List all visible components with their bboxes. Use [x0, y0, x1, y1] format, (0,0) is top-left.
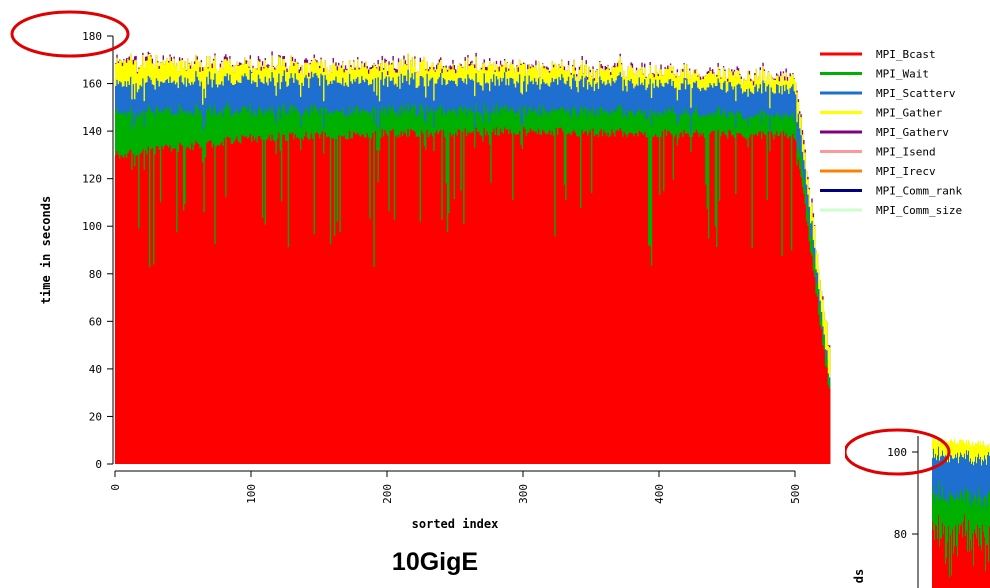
inset-chart: 80 100 ds [845, 428, 990, 588]
y-tick-label: 120 [82, 173, 102, 186]
inset-max-highlight-circle [845, 428, 951, 476]
inset-area [932, 514, 990, 588]
y-tick-label: 40 [89, 363, 102, 376]
inset-ticks: 80 100 [887, 446, 918, 541]
legend-label: MPI_Scatterv [876, 87, 956, 100]
y-tick-label: 0 [95, 458, 102, 471]
area-mpi-bcast [115, 126, 831, 464]
inset-y-tick-label: 100 [887, 446, 907, 459]
legend-label: MPI_Isend [876, 146, 936, 159]
legend-label: MPI_Gather [876, 107, 943, 120]
y-tick-label: 160 [82, 78, 102, 91]
legend-label: MPI_Bcast [876, 48, 936, 61]
x-ticks: 0 100 200 300 400 500 [109, 471, 802, 504]
y-tick-label: 20 [89, 410, 102, 423]
x-tick-label: 0 [109, 484, 122, 491]
chart-caption: 10GigE [391, 548, 479, 576]
x-tick-label: 200 [381, 484, 394, 504]
y-axis-label: time in seconds [39, 196, 53, 304]
y-tick-label: 80 [89, 268, 102, 281]
x-axis-label: sorted index [412, 517, 499, 531]
legend-label: MPI_Comm_size [876, 204, 962, 217]
inset-y-tick-label: 80 [894, 528, 907, 541]
x-tick-label: 500 [789, 484, 802, 504]
legend-label: MPI_Gatherv [876, 126, 949, 139]
legend-label: MPI_Comm_rank [876, 185, 962, 198]
legend: MPI_Bcast MPI_Wait MPI_Scatterv MPI_Gather M… [820, 48, 962, 217]
y-ticks: 0 20 40 60 80 100 120 140 160 180 [82, 30, 113, 471]
max-highlight-circle [10, 10, 130, 58]
legend-label: MPI_Wait [876, 68, 929, 81]
y-tick-label: 180 [82, 30, 102, 43]
inset-y-axis-label: ds [852, 569, 866, 583]
y-tick-label: 60 [89, 315, 102, 328]
x-tick-label: 100 [245, 484, 258, 504]
inset-areas [932, 438, 990, 588]
y-tick-label: 100 [82, 220, 102, 233]
legend-label: MPI_Irecv [876, 165, 936, 178]
plot-areas [115, 51, 831, 465]
x-tick-label: 400 [653, 484, 666, 504]
x-tick-label: 300 [517, 484, 530, 504]
y-tick-label: 140 [82, 125, 102, 138]
